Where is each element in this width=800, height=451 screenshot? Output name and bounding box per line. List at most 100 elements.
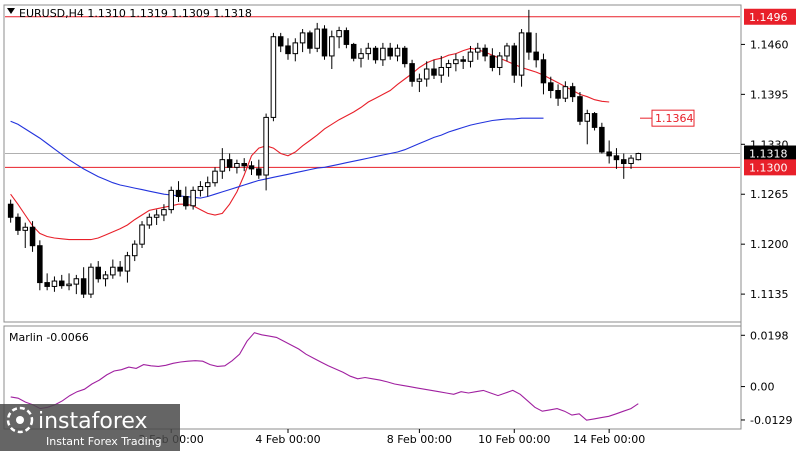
candle-body-bull [131,243,138,257]
candle [234,159,240,174]
candle [526,9,532,60]
brand-mark-icon [6,406,34,434]
candle [292,38,299,62]
candle [73,274,80,295]
candle [329,30,335,69]
badge-box [744,159,796,176]
candle-body-bull [153,214,160,218]
candle-body-bull [204,182,211,188]
candle-body-bear [285,45,291,55]
candle [44,273,50,291]
candle [219,148,226,179]
price-axis-badge: 1.1496 [744,8,796,25]
indicator-tick-label: -0.0129 [750,414,792,427]
symbol-header: EURUSD,H4 1.1310 1.1319 1.1309 1.1318 [19,7,252,20]
candle-body-bear [241,163,247,167]
brand-tagline: Instant Forex Trading [46,435,162,448]
candle [540,53,547,95]
candle-body-bear [256,168,262,176]
candle-body-bull [467,51,474,62]
candle [102,271,109,287]
candle [58,274,65,289]
candle-body-bear [591,113,598,128]
x-tick-label: 8 Feb 00:00 [387,433,452,446]
price-tick-label: 1.1200 [750,238,789,251]
candle-body-bear [526,32,532,53]
candle [168,186,174,214]
candle-body-bull [263,116,269,176]
candle-body-bear [402,47,408,65]
candle-body-bull [110,266,116,276]
price-axis-badge: 1.1300 [744,159,796,176]
candle-body-bear [460,59,466,62]
candle [321,25,328,60]
candle-body-bear [569,86,576,98]
candle-body-bear [277,36,284,47]
candle [380,42,386,66]
candle [511,42,518,83]
candle [190,186,196,210]
candle [51,276,58,292]
candle-body-bear [37,245,43,284]
candle [613,148,620,169]
x-tick-label: 4 Feb 00:00 [255,433,320,446]
candle [496,52,503,76]
candle [387,42,393,60]
candle-body-bear [95,266,101,280]
candle-body-bull [496,55,503,68]
candle [88,263,94,298]
badge-label: 1.1300 [749,161,788,174]
candle [29,221,36,252]
candle-body-bear [533,51,539,61]
candle-body-bull [22,226,29,231]
candle [124,251,131,283]
candle [423,61,430,87]
candle [263,113,269,191]
candle [475,42,481,60]
candle [372,45,379,64]
candle [95,261,101,283]
candle-body-bull [212,170,218,184]
ma-blue-line [10,117,544,199]
candle [562,81,569,103]
candle [577,92,583,126]
badge-label: 1.1364 [655,112,694,125]
candle [146,213,153,229]
brand-name: instaforex [38,409,148,434]
candle-body-bull [336,30,342,38]
candle [467,45,474,68]
candle [394,44,401,62]
candle-body-bull [423,68,430,80]
candle-body-bear [489,55,496,68]
candle-body-bull [146,216,153,226]
candle-body-bull [380,47,386,61]
candle-body-bear [606,151,612,157]
candle-body-bear [248,165,255,170]
dropdown-arrow-icon[interactable] [7,8,15,14]
x-tick-label: 14 Feb 00:00 [573,433,645,446]
candle-body-bull [358,53,364,59]
candle [606,140,612,164]
brand-logo: instaforex Instant Forex Trading [0,404,180,451]
candle [402,45,408,68]
candle-body-bull [234,163,240,168]
indicator-tick-label: 0.00 [750,381,775,394]
candle [204,176,211,197]
price-tick-label: 1.1395 [750,88,789,101]
candle [80,267,87,298]
candle-body-bull [124,255,131,272]
price-tick-label: 1.1135 [750,288,789,301]
candle-body-bear [44,282,50,287]
candle [350,42,357,62]
candle [110,259,116,279]
candle [599,122,605,154]
candle-body-bear [577,96,583,122]
price-axis-badge: 1.1318 [744,145,796,162]
candle-body-bear [15,216,21,231]
indicator-header: Marlin -0.0066 [9,331,89,344]
candle [416,73,423,93]
badge-box [651,109,695,127]
candle-body-bull [438,66,445,76]
candle [299,29,306,53]
